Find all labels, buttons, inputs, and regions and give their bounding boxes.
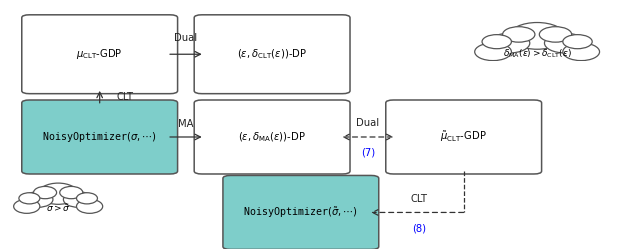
Ellipse shape: [509, 22, 565, 49]
Ellipse shape: [540, 27, 572, 42]
Ellipse shape: [475, 43, 511, 61]
Text: $\delta_{\mathrm{MA}}(\varepsilon) > \delta_{\mathrm{CLT}}(\varepsilon)$: $\delta_{\mathrm{MA}}(\varepsilon) > \de…: [502, 48, 572, 60]
FancyBboxPatch shape: [194, 100, 350, 174]
Ellipse shape: [77, 193, 97, 204]
Bar: [13, 214, 102, 223]
Text: CLT: CLT: [410, 194, 428, 204]
Ellipse shape: [63, 192, 93, 207]
Text: $\tilde{\mu}_{\mathrm{CLT}}\text{-GDP}$: $\tilde{\mu}_{\mathrm{CLT}}\text{-GDP}$: [440, 129, 487, 144]
Ellipse shape: [77, 199, 102, 213]
Text: MA: MA: [178, 119, 194, 128]
Bar: [6, 206, 111, 224]
Ellipse shape: [563, 35, 592, 49]
Text: $\mathtt{NoisyOptimizer}(\sigma,\cdots)$: $\mathtt{NoisyOptimizer}(\sigma,\cdots)$: [42, 130, 157, 144]
Ellipse shape: [19, 193, 40, 204]
Ellipse shape: [563, 43, 600, 61]
Ellipse shape: [33, 187, 56, 199]
Text: (7): (7): [361, 148, 375, 158]
Ellipse shape: [38, 183, 78, 204]
Text: Dual: Dual: [356, 118, 380, 128]
Ellipse shape: [24, 192, 53, 207]
Text: $\mu_{\mathrm{CLT}}\text{-GDP}$: $\mu_{\mathrm{CLT}}\text{-GDP}$: [76, 47, 123, 61]
Ellipse shape: [502, 27, 535, 42]
Ellipse shape: [13, 199, 40, 213]
FancyBboxPatch shape: [194, 15, 350, 94]
FancyBboxPatch shape: [22, 100, 177, 174]
Text: CLT: CLT: [116, 92, 134, 102]
FancyBboxPatch shape: [223, 176, 379, 249]
Text: Dual: Dual: [174, 33, 198, 43]
Text: $(\varepsilon, \delta_{\mathrm{MA}}(\varepsilon))\text{-DP}$: $(\varepsilon, \delta_{\mathrm{MA}}(\var…: [238, 130, 306, 144]
Text: (8): (8): [412, 223, 426, 233]
Bar: [464, 52, 611, 74]
Ellipse shape: [545, 33, 586, 53]
FancyBboxPatch shape: [386, 100, 541, 174]
Ellipse shape: [489, 33, 530, 53]
Text: $\mathtt{NoisyOptimizer}(\tilde{\sigma},\cdots)$: $\mathtt{NoisyOptimizer}(\tilde{\sigma},…: [243, 205, 358, 220]
Ellipse shape: [482, 35, 511, 49]
Text: $\sigma > \tilde{\sigma}$: $\sigma > \tilde{\sigma}$: [46, 202, 70, 214]
Bar: [475, 61, 600, 73]
Ellipse shape: [60, 187, 83, 199]
Text: $(\varepsilon, \delta_{\mathrm{CLT}}(\varepsilon))\text{-DP}$: $(\varepsilon, \delta_{\mathrm{CLT}}(\va…: [237, 48, 307, 61]
FancyBboxPatch shape: [22, 15, 177, 94]
